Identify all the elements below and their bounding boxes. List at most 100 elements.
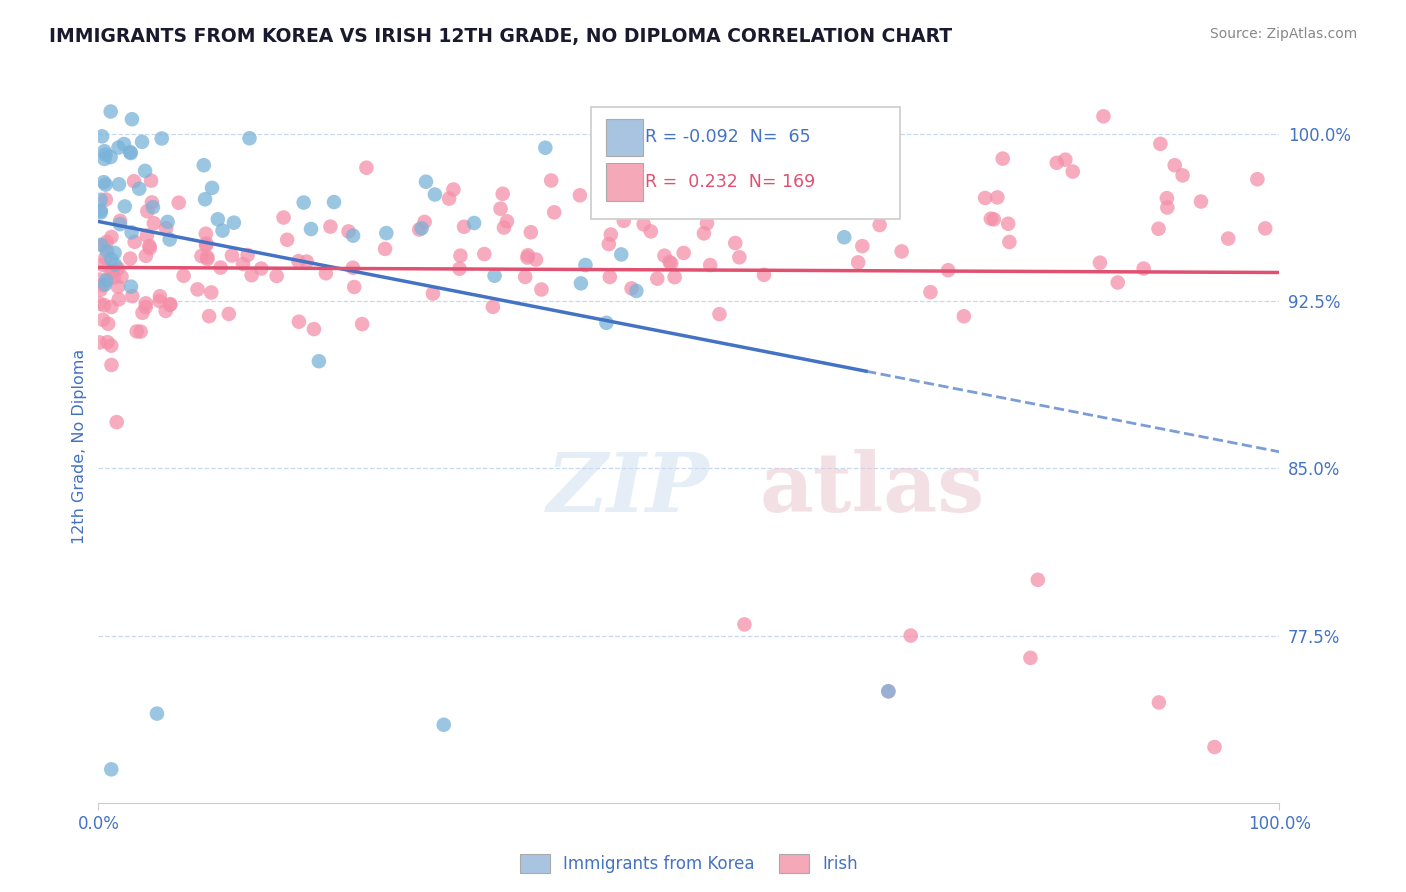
Point [266, 268, 288, 283]
Point [100, 150, 122, 164]
Point [664, 270, 686, 285]
Point [1163, 158, 1185, 172]
Point [832, 230, 855, 244]
Point [97, 317, 120, 331]
Point [128, 182, 150, 196]
Point [1132, 261, 1154, 276]
Point [851, 239, 873, 253]
Point [693, 227, 716, 241]
Point [374, 242, 396, 256]
Point [524, 252, 547, 267]
Point [91, 313, 114, 327]
Point [530, 283, 553, 297]
Point [569, 277, 592, 291]
Point [574, 258, 596, 272]
Point [877, 684, 900, 698]
Point [209, 260, 232, 275]
Point [489, 202, 512, 216]
Point [595, 316, 617, 330]
Point [998, 235, 1021, 249]
Point [543, 205, 565, 219]
Point [120, 252, 142, 266]
Point [640, 224, 662, 238]
Point [375, 226, 398, 240]
Point [838, 194, 860, 209]
Point [156, 215, 179, 229]
Point [356, 161, 378, 175]
Point [207, 212, 229, 227]
Point [484, 268, 506, 283]
Text: IMMIGRANTS FROM KOREA VS IRISH 12TH GRADE, NO DIPLOMA CORRELATION CHART: IMMIGRANTS FROM KOREA VS IRISH 12TH GRAD… [49, 27, 952, 45]
Point [997, 217, 1019, 231]
Point [516, 248, 538, 262]
Point [806, 143, 828, 157]
Point [441, 182, 464, 196]
Point [1218, 231, 1240, 245]
Point [1054, 153, 1077, 167]
Point [1156, 191, 1178, 205]
Point [221, 248, 243, 262]
Point [94, 178, 117, 192]
Point [134, 164, 156, 178]
Point [94, 251, 117, 265]
Point [890, 244, 912, 259]
Point [121, 289, 143, 303]
Point [159, 232, 181, 246]
Point [222, 216, 245, 230]
Point [201, 181, 224, 195]
Point [991, 152, 1014, 166]
Point [142, 200, 165, 214]
Point [672, 246, 695, 260]
Point [658, 255, 681, 269]
Point [250, 261, 273, 276]
Point [520, 225, 543, 239]
Point [482, 300, 505, 314]
Point [1189, 194, 1212, 209]
Point [236, 248, 259, 262]
Point [974, 191, 997, 205]
Point [142, 216, 165, 230]
Point [983, 212, 1005, 227]
Point [599, 227, 621, 242]
Point [342, 260, 364, 275]
Point [96, 235, 118, 249]
Legend: Immigrants from Korea, Irish: Immigrants from Korea, Irish [513, 847, 865, 880]
Point [149, 289, 172, 303]
Point [1156, 201, 1178, 215]
Point [148, 293, 170, 308]
Point [108, 214, 131, 228]
Point [980, 211, 1002, 226]
Point [91, 278, 114, 293]
Point [136, 228, 159, 243]
Point [492, 186, 515, 201]
Point [94, 277, 117, 292]
Point [411, 221, 433, 235]
Point [644, 196, 666, 211]
Point [568, 188, 591, 202]
Point [422, 286, 444, 301]
Point [93, 238, 115, 252]
Point [540, 173, 562, 187]
Point [138, 239, 160, 253]
Point [194, 238, 217, 252]
Point [699, 258, 721, 272]
Point [780, 169, 803, 183]
Point [91, 129, 114, 144]
Point [114, 199, 136, 213]
Point [96, 273, 118, 287]
Point [869, 218, 891, 232]
Point [492, 220, 515, 235]
Point [96, 244, 118, 259]
Point [135, 249, 157, 263]
Point [463, 216, 485, 230]
Point [515, 269, 537, 284]
Point [131, 135, 153, 149]
Point [696, 216, 718, 230]
Point [1107, 276, 1129, 290]
Point [91, 258, 114, 272]
Point [292, 195, 315, 210]
Point [107, 261, 129, 276]
Point [96, 335, 118, 350]
Point [1026, 573, 1049, 587]
Point [100, 104, 122, 119]
